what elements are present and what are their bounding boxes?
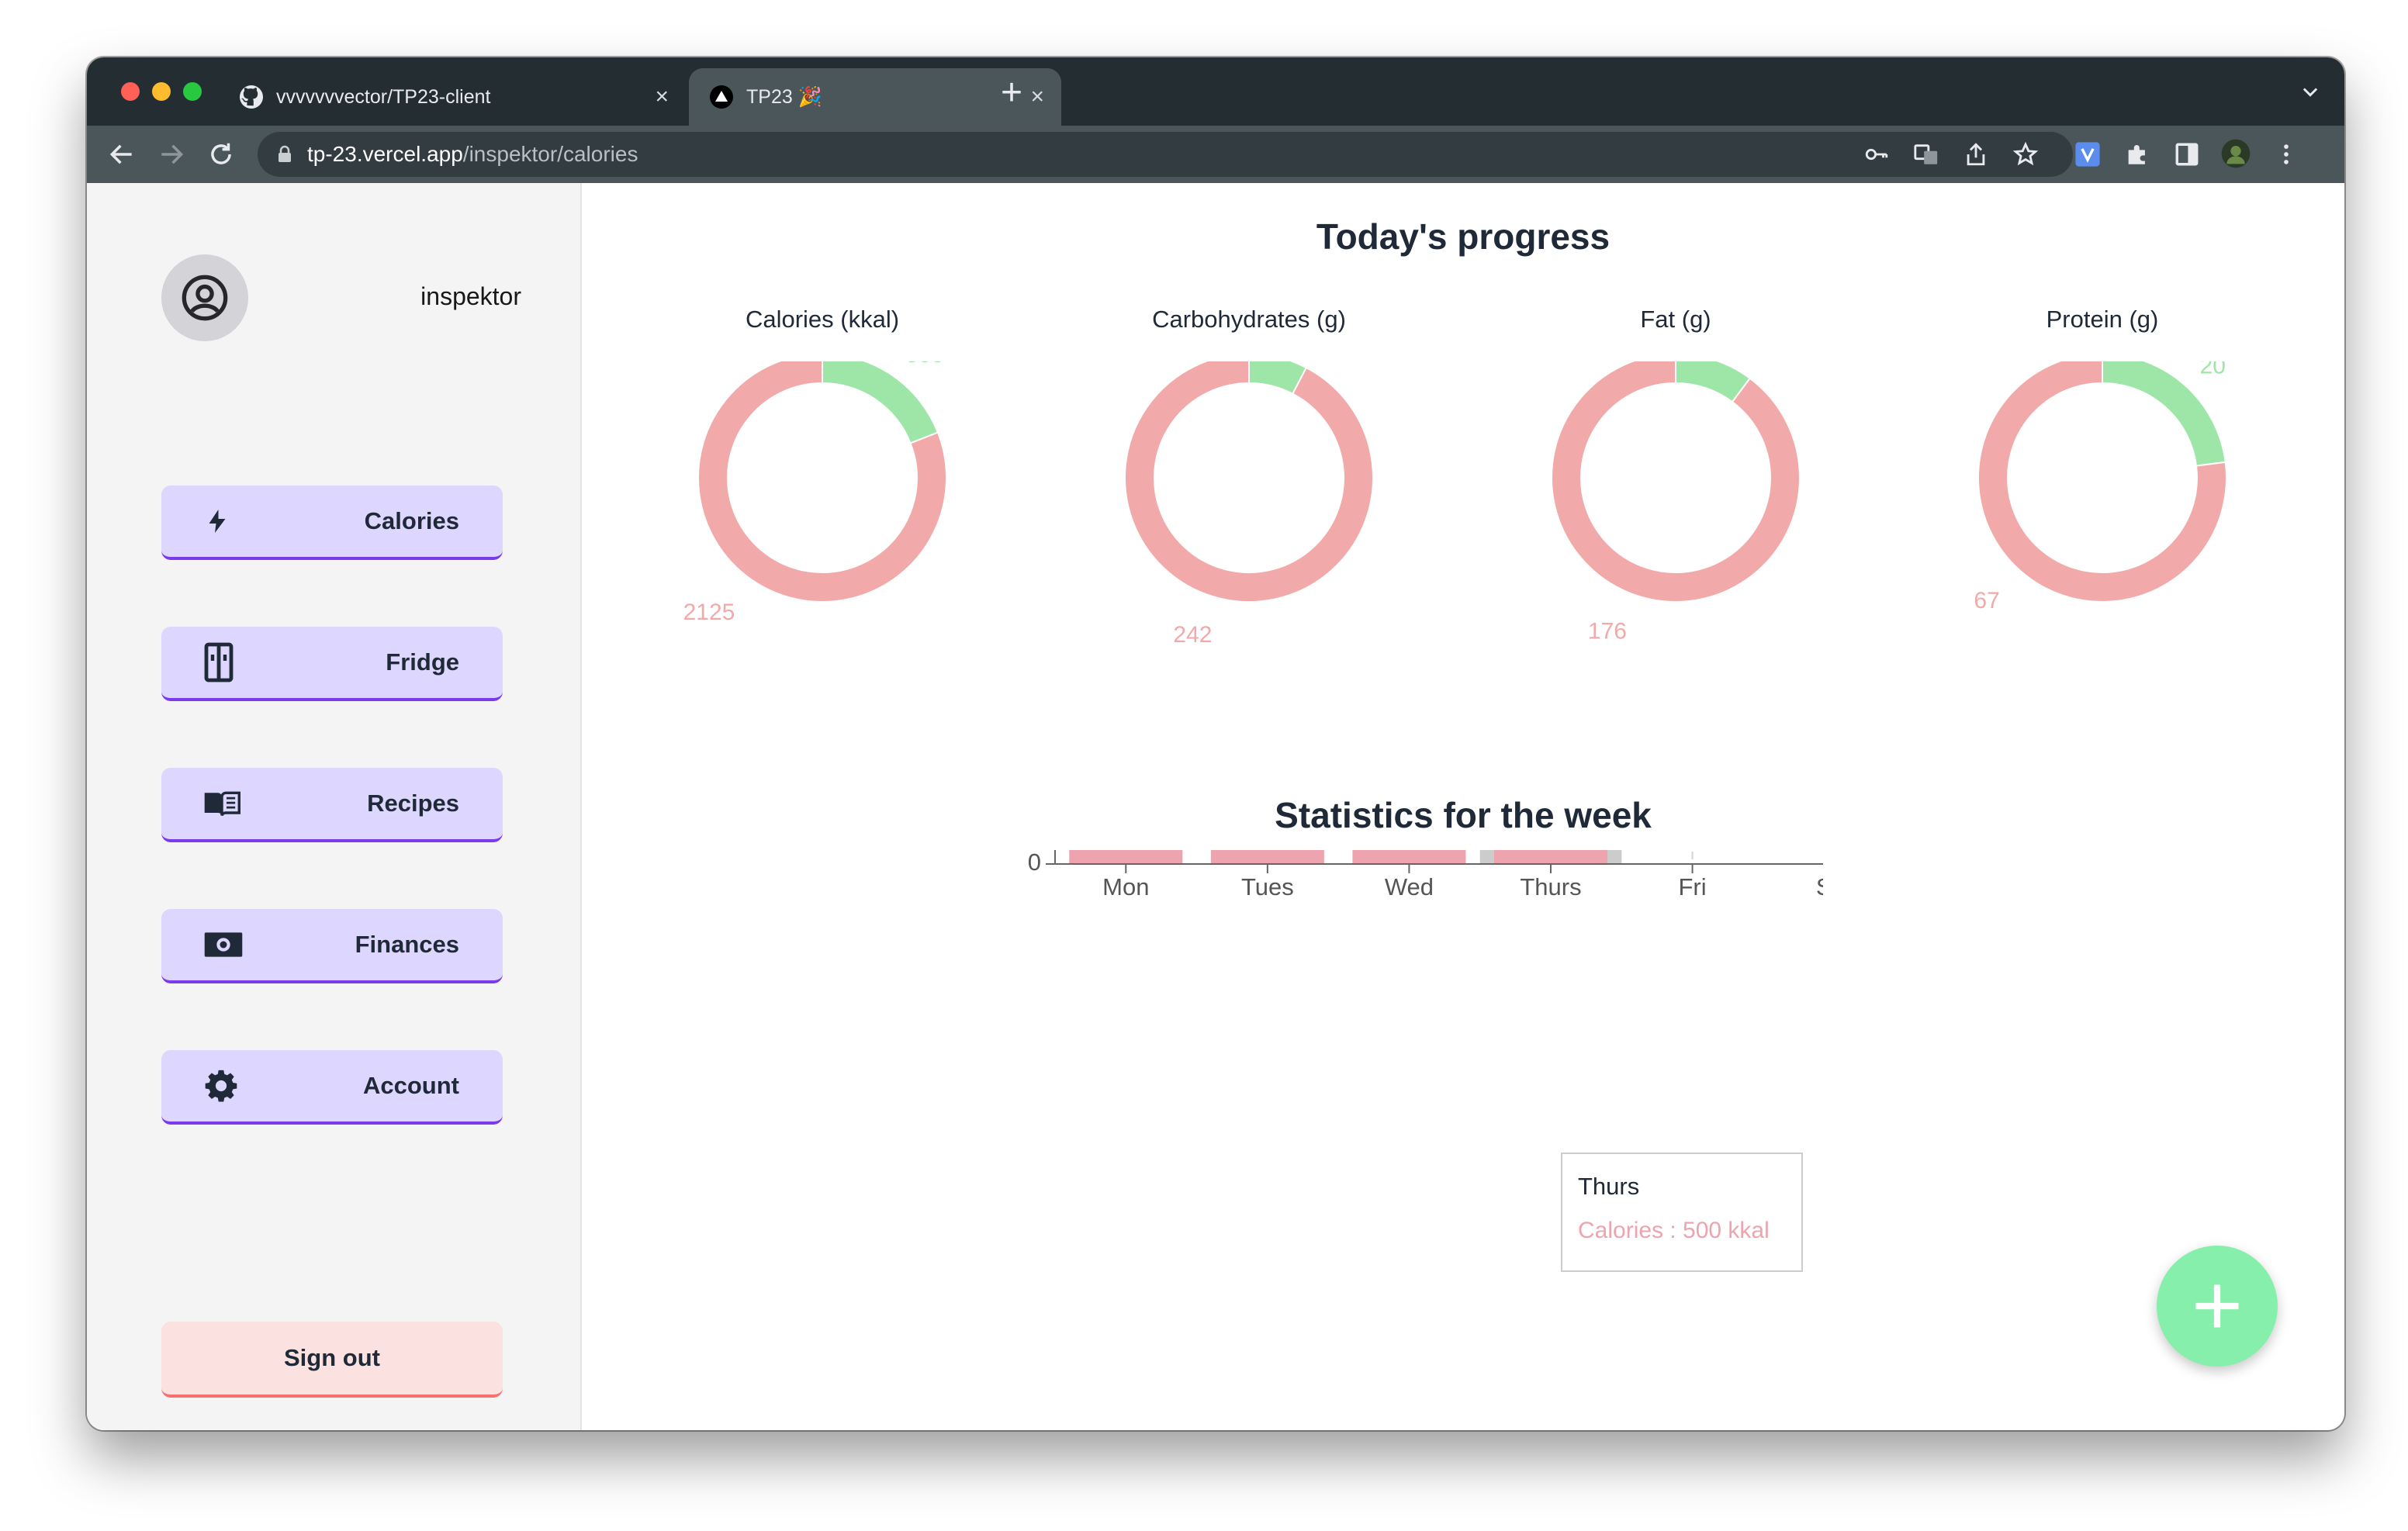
donut-consumed-label: 500 [905, 361, 944, 368]
chevron-down-icon[interactable] [2299, 81, 2321, 102]
donut-chart: Carbohydrates (g) 20242 [1086, 183, 1412, 679]
bar-thurs[interactable] [1493, 850, 1608, 864]
app-page: inspektor Calories Fridge Recipes Financ… [87, 183, 2344, 1430]
close-window-button[interactable] [121, 82, 140, 101]
reload-icon[interactable] [206, 140, 236, 169]
new-tab-button[interactable]: + [1001, 72, 1023, 113]
donut-remaining-label: 176 [1588, 619, 1627, 645]
sign-out-button[interactable]: Sign out [161, 1322, 503, 1398]
plus-icon [2195, 1284, 2239, 1328]
sidebar: inspektor Calories Fridge Recipes Financ… [87, 183, 582, 1430]
donut-chart: Fat (g) 20176 [1513, 183, 1839, 679]
main-content: Today's progress Calories (kkal)5002125C… [582, 183, 2344, 1430]
nav-calories-button[interactable]: Calories [161, 486, 503, 560]
minimize-window-button[interactable] [152, 82, 171, 101]
profile-avatar-icon[interactable] [2220, 138, 2251, 169]
donut-remaining-slice[interactable] [1551, 361, 1801, 603]
avatar[interactable] [161, 254, 248, 341]
donut-title: Protein (g) [2046, 306, 2159, 333]
vercel-icon [710, 85, 733, 109]
donut-remaining-label: 2125 [683, 600, 735, 625]
tooltip-value: Calories : 500 kkal [1578, 1218, 1770, 1243]
forward-arrow-icon[interactable] [157, 140, 186, 169]
x-tick-label: Mon [1102, 873, 1149, 900]
nav-recipes-button[interactable]: Recipes [161, 768, 503, 842]
nav-label: Account [363, 1072, 459, 1099]
nav-label: Fridge [386, 648, 459, 676]
lock-icon [279, 145, 291, 162]
url-text: tp-23.vercel.app/inspektor/calories [307, 142, 638, 167]
donut-consumed-slice[interactable] [822, 361, 939, 444]
nav-finances-button[interactable]: Finances [161, 909, 503, 983]
browser-window: vvvvvvvector/TP23-client × TP23 🎉 × + tp… [87, 57, 2344, 1430]
gear-icon [203, 1068, 239, 1104]
translate-icon[interactable] [1913, 141, 1939, 168]
y-tick-label: 0 [1028, 850, 1041, 876]
bar-wed[interactable] [1352, 850, 1466, 864]
x-tick-label: Wed [1385, 873, 1434, 900]
money-icon [203, 931, 244, 959]
user-circle-icon [182, 275, 228, 321]
donut-chart: Calories (kkal) 500 2125 [659, 183, 985, 679]
side-panel-icon[interactable] [2174, 141, 2200, 168]
nav-label: Calories [364, 507, 459, 534]
x-tick-label: Sat [1816, 873, 1823, 900]
lightning-icon [203, 504, 231, 538]
chart-tooltip: Thurs Calories : 500 kkal [1561, 1153, 1803, 1272]
todays-progress-title: Today's progress [1316, 216, 1611, 257]
weekly-bar-chart[interactable]: 0550110016502200MonTuesWedThursFriSatSun [582, 850, 1823, 1362]
tab-title: vvvvvvvector/TP23-client [276, 85, 491, 108]
bar-tues[interactable] [1210, 850, 1324, 864]
extension-v-icon[interactable] [2074, 141, 2101, 168]
nav-label: Finances [355, 931, 459, 958]
donut-remaining-label: 242 [1173, 622, 1212, 648]
tab-close-icon[interactable]: × [1030, 84, 1044, 109]
puzzle-icon[interactable] [2124, 141, 2150, 168]
browser-tab-tp23[interactable]: TP23 🎉 × [689, 68, 1061, 126]
book-icon [203, 790, 240, 817]
nav-fridge-button[interactable]: Fridge [161, 627, 503, 701]
browser-tab-github[interactable]: vvvvvvvector/TP23-client × [219, 68, 686, 126]
donut-svg: 500 2125 [683, 361, 947, 625]
address-bar[interactable]: tp-23.vercel.app/inspektor/calories [258, 132, 2073, 177]
donut-remaining-slice[interactable] [1977, 361, 2227, 603]
tab-title: TP23 🎉 [746, 85, 822, 108]
bar-mon[interactable] [1069, 850, 1183, 864]
github-icon [240, 85, 263, 109]
donut-svg: 20242 [1124, 361, 1374, 648]
back-arrow-icon[interactable] [107, 140, 137, 169]
x-tick-label: Thurs [1520, 873, 1581, 900]
nav-label: Recipes [367, 790, 459, 817]
donut-title: Calories (kkal) [745, 306, 900, 333]
donut-remaining-slice[interactable] [697, 361, 947, 603]
donut-remaining-slice[interactable] [1124, 361, 1374, 603]
maximize-window-button[interactable] [183, 82, 202, 101]
weekly-stats-title: Statistics for the week [1275, 795, 1652, 835]
url-path: /inspektor/calories [462, 142, 638, 166]
donut-title: Carbohydrates (g) [1152, 306, 1346, 333]
browser-toolbar: tp-23.vercel.app/inspektor/calories [87, 126, 2344, 183]
share-icon[interactable] [1963, 141, 1989, 168]
username: inspektor [420, 282, 521, 310]
donut-svg: 20176 [1551, 361, 1801, 645]
add-button[interactable] [2157, 1246, 2278, 1367]
tab-bar: vvvvvvvector/TP23-client × TP23 🎉 × + [87, 57, 2344, 126]
donut-chart: Protein (g) 20 67 [1939, 183, 2265, 679]
donut-consumed-label: 20 [2200, 361, 2226, 378]
kebab-menu-icon[interactable] [2273, 141, 2299, 168]
url-host: tp-23.vercel.app [307, 142, 463, 166]
x-tick-label: Tues [1241, 873, 1294, 900]
fridge-icon [203, 642, 234, 683]
x-tick-label: Fri [1678, 873, 1706, 900]
bookmark-star-icon[interactable] [2012, 141, 2039, 168]
donut-remaining-label: 67 [1974, 588, 1999, 613]
donut-title: Fat (g) [1640, 306, 1711, 333]
tooltip-label: Thurs [1578, 1173, 1640, 1200]
key-icon[interactable] [1863, 141, 1890, 168]
tab-close-icon[interactable]: × [655, 84, 669, 109]
nav-account-button[interactable]: Account [161, 1050, 503, 1125]
